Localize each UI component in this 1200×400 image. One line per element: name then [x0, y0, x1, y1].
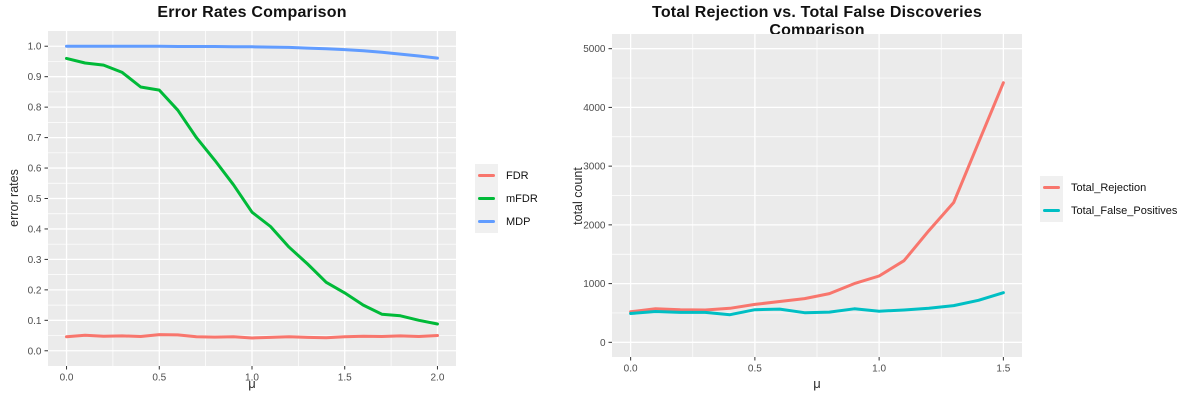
- x-axis-title: μ: [813, 376, 821, 391]
- x-tick-label: 1.5: [996, 364, 1010, 375]
- y-tick-label: 0.1: [28, 316, 42, 327]
- legend-label: FDR: [506, 169, 529, 182]
- y-tick-label: 5000: [583, 44, 606, 55]
- y-tick-label: 1.0: [28, 42, 42, 53]
- y-tick-label: 0.9: [28, 72, 42, 83]
- y-tick-label: 0.3: [28, 255, 42, 266]
- legend-line-swatch: [1043, 209, 1060, 212]
- legend-line-swatch: [478, 197, 495, 200]
- y-tick-label: 0.5: [28, 194, 42, 205]
- legend-item-MDP: MDP: [475, 210, 538, 233]
- legend-key: [1040, 176, 1063, 199]
- legend-item-mFDR: mFDR: [475, 187, 538, 210]
- legend-label: Total_False_Positives: [1071, 204, 1178, 217]
- series-line-Total_Rejection: [629, 81, 1005, 314]
- y-tick-label: 2000: [583, 220, 606, 231]
- x-tick-label: 0.0: [624, 364, 638, 375]
- y-tick-label: 1000: [583, 279, 606, 290]
- plot-area: 0.0 0.5 1.0 1.5 0 1000 2000 3000 4000 5000: [583, 34, 1022, 375]
- legend-item-Total_Rejection: Total_Rejection: [1040, 176, 1177, 199]
- series-line-FDR: [65, 333, 439, 340]
- legend-label: Total_Rejection: [1071, 181, 1147, 194]
- x-tick-label: 2.0: [431, 373, 445, 384]
- plot-area: 0.0 0.5 1.0 1.5 2.0 0.0 0.1 0.2 0.3 0.4 0.5 0.6 0.7 0…: [28, 31, 456, 384]
- chart-title: Error Rates Comparison: [157, 4, 347, 21]
- series-line-MDP: [65, 44, 439, 60]
- x-tick-label: 1.5: [338, 373, 352, 384]
- x-axis-title: μ: [248, 376, 256, 391]
- legend-key: [1040, 199, 1063, 222]
- y-tick-label: 0.4: [28, 224, 42, 235]
- legend-item-FDR: FDR: [475, 164, 538, 187]
- legend-label: mFDR: [506, 192, 538, 205]
- legend-key: [475, 187, 498, 210]
- series-line-mFDR: [65, 56, 439, 326]
- legend: FDR mFDR MDP: [475, 164, 538, 233]
- legend-item-Total_False_Positives: Total_False_Positives: [1040, 199, 1177, 222]
- legend-key: [475, 210, 498, 233]
- y-axis-title: total count: [571, 167, 585, 225]
- total-counts-chart: Total Rejection vs. Total False Discover…: [565, 0, 1200, 400]
- legend-line-swatch: [478, 174, 495, 177]
- y-tick-label: 3000: [583, 162, 606, 173]
- x-tick-label: 1.0: [245, 373, 259, 384]
- series-line-Total_False_Positives: [629, 291, 1005, 317]
- y-tick-label: 0.2: [28, 285, 42, 296]
- x-tick-label: 0.5: [748, 364, 762, 375]
- y-tick-label: 0.8: [28, 103, 42, 114]
- legend: Total_Rejection Total_False_Positives: [1040, 176, 1177, 222]
- x-tick-label: 0.5: [152, 373, 166, 384]
- legend-line-swatch: [1043, 186, 1060, 189]
- x-tick-label: 1.0: [872, 364, 886, 375]
- y-tick-label: 0: [600, 338, 606, 349]
- y-tick-label: 0.6: [28, 164, 42, 175]
- y-tick-label: 0.7: [28, 133, 42, 144]
- y-axis-title: error rates: [7, 169, 21, 227]
- legend-key: [475, 164, 498, 187]
- legend-line-swatch: [478, 220, 495, 223]
- y-tick-label: 0.0: [28, 346, 42, 357]
- x-tick-label: 0.0: [60, 373, 74, 384]
- error-rates-chart: Error Rates Comparison 0.0 0.5 1.0 1.5 2.0 0.…: [0, 0, 565, 400]
- legend-label: MDP: [506, 215, 531, 228]
- y-tick-label: 4000: [583, 103, 606, 114]
